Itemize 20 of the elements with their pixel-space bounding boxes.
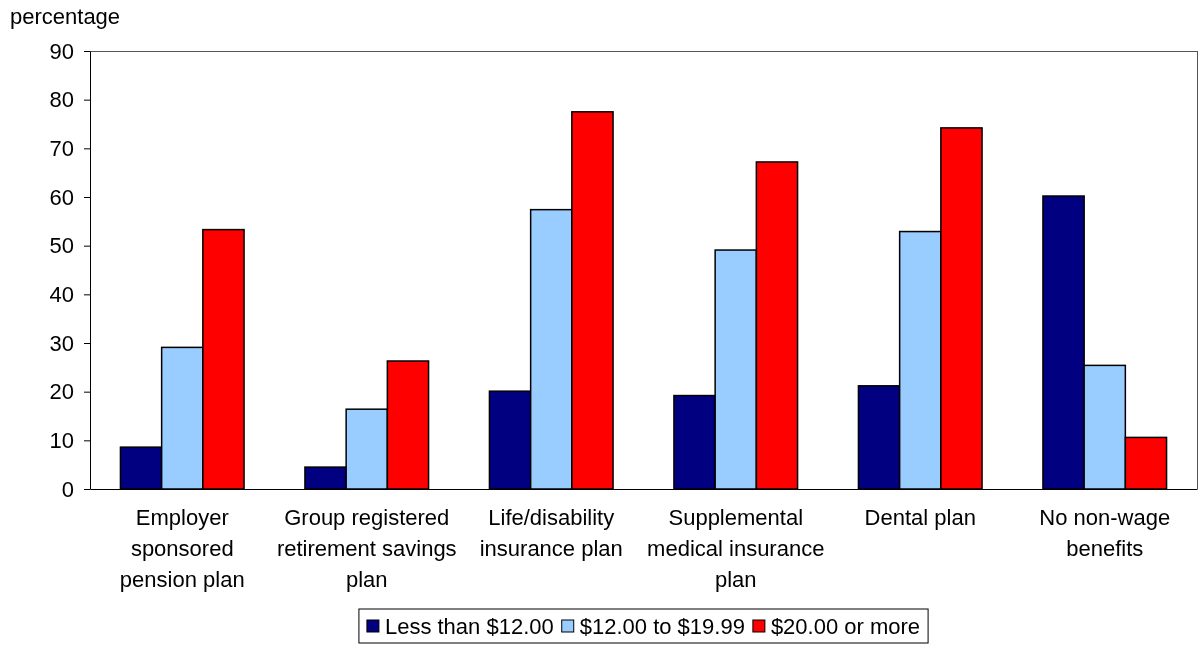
y-tick-label: 30 — [49, 330, 74, 356]
y-tick-label: 70 — [49, 135, 74, 161]
x-tick-label: Life/disability insurance plan — [479, 504, 623, 561]
y-tick-label: 0 — [61, 476, 74, 502]
y-tick-label: 10 — [49, 427, 74, 453]
x-tick-label: Employer sponsored pension plan — [119, 504, 245, 592]
y-axis-title: percentage — [10, 4, 121, 29]
y-tick-label: 40 — [49, 281, 74, 307]
legend-label: $20.00 or more — [770, 613, 921, 639]
y-tick-label: 50 — [49, 233, 74, 259]
x-tick-label: No non-wage benefits — [1039, 504, 1171, 561]
y-tick-label: 80 — [49, 87, 74, 113]
x-tick-label: Group registered retirement savings plan — [276, 504, 457, 592]
y-tick-label: 90 — [49, 38, 74, 64]
y-tick-label: 20 — [49, 379, 74, 405]
x-tick-label: Supplemental medical insurance plan — [647, 504, 825, 592]
legend-label: $12.00 to $19.99 — [579, 613, 745, 639]
x-tick-label: Dental plan — [864, 504, 976, 530]
y-tick-label: 60 — [49, 184, 74, 210]
legend-label: Less than $12.00 — [384, 613, 554, 639]
